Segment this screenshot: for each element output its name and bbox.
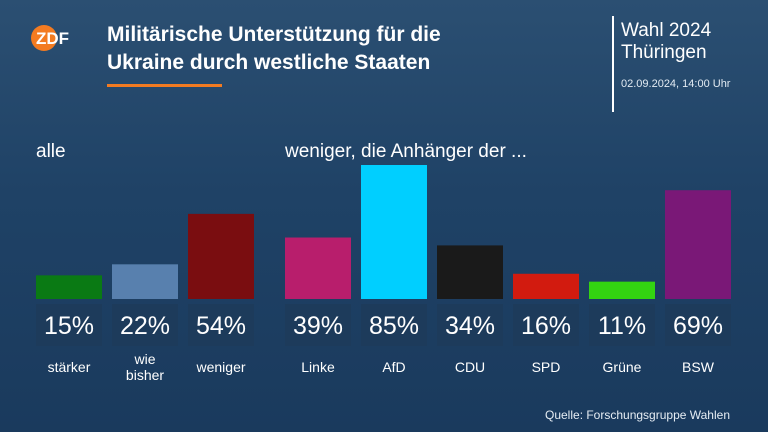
value-label-cdu: 34% [445, 312, 495, 340]
bar-gr-ne [589, 281, 655, 299]
group-label-all: alle [36, 141, 66, 162]
bar-afd [361, 165, 427, 299]
category-label-linke: Linke [301, 359, 335, 375]
bar-st-rker [36, 275, 102, 299]
timestamp: 02.09.2024, 14:00 Uhr [621, 78, 731, 90]
title-line-2: Ukraine durch westliche Staaten [107, 51, 431, 74]
category-label-st-rker: stärker [48, 359, 91, 375]
title-underline [107, 84, 222, 87]
value-label-st-rker: 15% [44, 312, 94, 340]
category-label-cdu: CDU [455, 359, 485, 375]
svg-text:ZDF: ZDF [36, 29, 69, 48]
category-label-wie-bisher: wie [133, 351, 155, 367]
bar-linke [285, 237, 351, 299]
category-label-gr-ne: Grüne [603, 359, 642, 375]
category-label-afd: AfD [382, 359, 405, 375]
category-label-wie-bisher: bisher [126, 367, 164, 383]
value-label-weniger: 54% [196, 312, 246, 340]
bar-bsw [665, 190, 731, 299]
chart-title: Militärische Unterstützung für die Ukrai… [107, 21, 587, 77]
value-label-afd: 85% [369, 312, 419, 340]
bar-spd [513, 273, 579, 299]
election-year: Wahl 2024 [621, 20, 712, 41]
category-label-spd: SPD [532, 359, 561, 375]
group-label-supporters: weniger, die Anhänger der ... [285, 141, 527, 162]
value-label-gr-ne: 11% [598, 312, 646, 340]
value-box-wie-bisher [112, 304, 178, 346]
bar-cdu [437, 245, 503, 299]
bar-wie-bisher [112, 264, 178, 299]
value-box-st-rker [36, 304, 102, 346]
title-line-1: Militärische Unterstützung für die [107, 23, 441, 46]
value-label-wie-bisher: 22% [120, 312, 170, 340]
value-box-gr-ne [589, 304, 655, 346]
source-note: Quelle: Forschungsgruppe Wahlen [545, 408, 730, 422]
value-label-linke: 39% [293, 312, 343, 340]
category-label-bsw: BSW [682, 359, 715, 375]
category-label-weniger: weniger [195, 359, 245, 375]
value-box-bsw [665, 304, 731, 346]
value-box-afd [361, 304, 427, 346]
zdf-logo: ZDF [31, 25, 69, 51]
value-box-cdu [437, 304, 503, 346]
value-box-weniger [188, 304, 254, 346]
value-box-spd [513, 304, 579, 346]
value-box-linke [285, 304, 351, 346]
election-label: Wahl 2024 Thüringen [621, 20, 711, 64]
header-divider [612, 16, 614, 112]
election-state: Thüringen [621, 42, 707, 63]
bar-weniger [188, 213, 254, 299]
value-label-spd: 16% [521, 312, 571, 340]
value-label-bsw: 69% [673, 312, 723, 340]
